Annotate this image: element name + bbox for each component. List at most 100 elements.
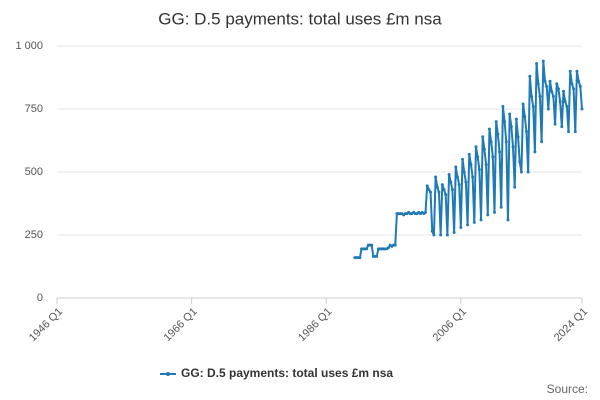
point <box>538 94 542 98</box>
point <box>452 230 456 234</box>
point <box>573 130 577 134</box>
point <box>424 210 428 214</box>
point <box>578 84 582 88</box>
point <box>523 115 527 119</box>
point <box>504 140 508 144</box>
y-tick-label: 750 <box>25 103 43 115</box>
point <box>570 82 574 86</box>
point <box>519 170 523 174</box>
point <box>506 218 510 222</box>
point <box>434 175 438 179</box>
point <box>444 193 448 197</box>
legend-marker <box>166 372 170 376</box>
point <box>429 190 433 194</box>
point <box>509 125 513 129</box>
point <box>528 74 532 78</box>
point <box>531 104 535 108</box>
point <box>553 122 557 126</box>
point <box>558 99 562 103</box>
point <box>501 104 505 108</box>
point <box>580 107 584 111</box>
point <box>484 162 488 166</box>
point <box>481 135 485 139</box>
point <box>487 127 491 131</box>
point <box>427 188 431 192</box>
point <box>536 82 540 86</box>
point <box>503 120 507 124</box>
y-tick-label: 0 <box>37 292 43 304</box>
point <box>563 99 567 103</box>
point <box>469 162 473 166</box>
point <box>457 183 461 187</box>
x-tick-label: 2024 Q1 <box>552 306 590 344</box>
point <box>462 170 466 174</box>
point <box>513 185 517 189</box>
point <box>477 167 481 171</box>
point <box>535 62 539 66</box>
point <box>499 205 503 209</box>
point <box>561 89 565 93</box>
point <box>455 175 459 179</box>
point <box>494 120 498 124</box>
point <box>476 155 480 159</box>
point <box>511 145 515 149</box>
point <box>442 188 446 192</box>
point <box>498 150 502 154</box>
point <box>496 132 500 136</box>
point <box>466 223 470 227</box>
point <box>543 79 547 83</box>
point <box>461 157 465 161</box>
point <box>447 173 451 177</box>
point <box>568 69 572 73</box>
point <box>464 180 468 184</box>
point <box>540 140 544 144</box>
point <box>425 184 429 188</box>
point <box>393 243 397 247</box>
point <box>577 79 581 83</box>
x-tick-label: 2006 Q1 <box>431 306 469 344</box>
x-tick-label: 1966 Q1 <box>161 306 199 344</box>
point <box>518 160 522 164</box>
point <box>489 140 493 144</box>
point <box>467 152 471 156</box>
point <box>459 225 463 229</box>
point <box>491 155 495 159</box>
point <box>486 213 490 217</box>
point <box>575 69 579 73</box>
point <box>482 147 486 151</box>
point <box>386 246 390 250</box>
point <box>440 183 444 187</box>
point <box>432 233 436 237</box>
point <box>445 233 449 237</box>
point <box>565 104 569 108</box>
point <box>439 233 443 237</box>
x-tick-label: 1986 Q1 <box>296 306 334 344</box>
point <box>546 107 550 111</box>
point <box>479 218 483 222</box>
source: Source: <box>547 382 588 396</box>
point <box>375 254 379 258</box>
series-line <box>354 61 583 259</box>
point <box>521 102 525 106</box>
point <box>471 175 475 179</box>
point <box>533 150 537 154</box>
point <box>548 79 552 83</box>
point <box>524 130 528 134</box>
point <box>508 112 512 116</box>
point <box>493 210 496 214</box>
point <box>437 190 441 194</box>
point <box>516 135 520 139</box>
point <box>555 82 559 86</box>
point <box>449 180 453 184</box>
point <box>472 220 476 224</box>
point <box>365 247 369 251</box>
point <box>530 94 534 98</box>
point <box>454 165 458 169</box>
point <box>358 256 362 260</box>
legend-label: GG: D.5 payments: total uses £m nsa <box>181 366 393 380</box>
point <box>567 130 571 134</box>
point <box>526 170 530 174</box>
x-tick-label: 1946 Q1 <box>27 306 65 344</box>
point <box>545 84 549 88</box>
